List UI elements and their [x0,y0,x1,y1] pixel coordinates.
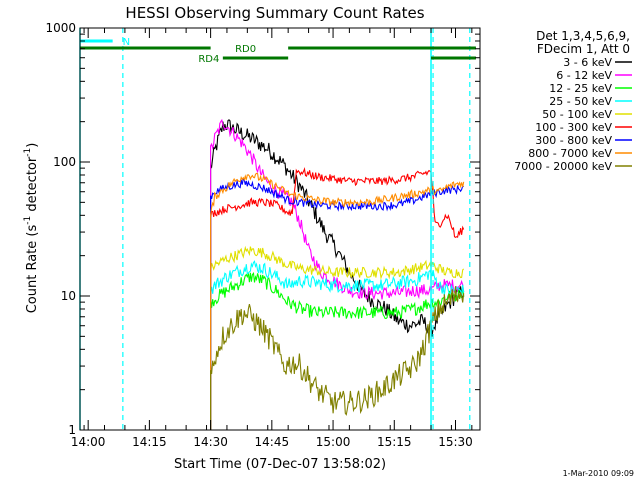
x-tick-label: 14:30 [193,435,228,449]
x-axis-label: Start Time (07-Dec-07 13:58:02) [174,457,386,472]
legend-label-50-100-kev: 50 - 100 keV [542,108,612,121]
legend-label-25-50-kev: 25 - 50 keV [549,95,612,108]
y-tick-label: 1000 [45,21,76,35]
plot-area: N RD0 RD4 14:00 14:15 14:30 14:45 15:00 15:15 15:… [45,21,481,449]
legend: Det 1,3,4,5,6,9, FDecim 1, Att 0 3 - 6 k… [514,29,632,173]
plot-frame [79,27,481,431]
series-line-3-6-kev [210,119,465,430]
legend-label-300-800-kev: 300 - 800 keV [535,134,612,147]
series-line-7000-20000-kev [210,286,465,430]
series-line-50-100-kev [210,245,465,430]
legend-label-3-6-kev: 3 - 6 keV [563,56,612,69]
x-tick-label: 15:00 [316,435,351,449]
legend-header-line-2: FDecim 1, Att 0 [537,42,630,56]
series-line-800-7000-kev [210,172,465,430]
footer-timestamp: 1-Mar-2010 09:09 [563,469,634,478]
series-line-300-800-kev [210,177,465,430]
y-tick-label: 10 [61,289,76,303]
legend-label-12-25-kev: 12 - 25 keV [549,82,612,95]
y-tick-label: 1 [68,423,76,437]
series-line-100-300-kev [210,166,465,430]
series-line-25-50-kev [210,260,465,430]
bar-label-n: N [123,37,130,48]
bar-label-rd4: RD4 [198,54,219,65]
legend-label-7000-20000-kev: 7000 - 20000 keV [514,160,612,173]
legend-label-100-300-kev: 100 - 300 keV [535,121,612,134]
bar-label-rd0: RD0 [235,44,256,55]
x-tick-label: 14:15 [132,435,167,449]
series-line-12-25-kev [210,271,465,430]
x-tick-label: 14:45 [255,435,290,449]
series-line-6-12-kev [210,118,465,430]
legend-label-6-12-kev: 6 - 12 keV [556,69,612,82]
chart-title: HESSI Observing Summary Count Rates [125,4,424,22]
y-tick-label: 100 [53,155,76,169]
x-tick-label: 15:30 [438,435,473,449]
x-tick-label: 14:00 [71,435,106,449]
legend-header-line-1: Det 1,3,4,5,6,9, [536,29,630,43]
y-axis-label: Count Rate (s-1 detector-1) [23,143,40,314]
legend-label-800-7000-kev: 800 - 7000 keV [528,147,612,160]
x-tick-label: 15:15 [377,435,412,449]
